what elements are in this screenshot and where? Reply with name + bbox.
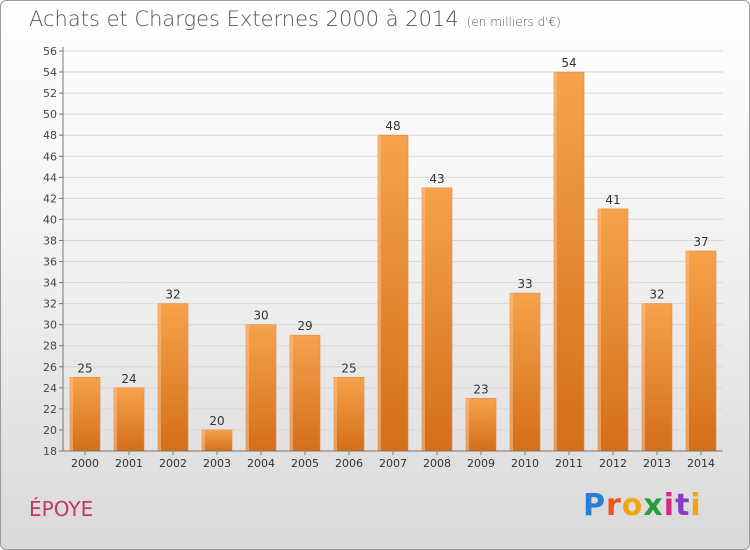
x-tick-label: 2004 bbox=[247, 457, 275, 470]
place-name: ÉPOYE bbox=[29, 497, 94, 521]
bar-highlight bbox=[114, 387, 117, 451]
logo-letter: o bbox=[621, 488, 644, 523]
bar-highlight bbox=[510, 293, 513, 451]
data-label: 29 bbox=[297, 319, 312, 333]
x-tick-label: 2007 bbox=[379, 457, 407, 470]
data-label: 54 bbox=[561, 56, 576, 70]
y-tick-label: 40 bbox=[43, 213, 57, 226]
bar-2011 bbox=[553, 71, 585, 452]
x-tick-label: 2006 bbox=[335, 457, 363, 470]
data-label: 32 bbox=[165, 288, 180, 302]
y-tick-label: 30 bbox=[43, 319, 57, 332]
bar-2014 bbox=[685, 250, 717, 452]
y-tick-label: 48 bbox=[43, 129, 57, 142]
y-tick-label: 56 bbox=[43, 45, 57, 58]
bar-highlight bbox=[686, 251, 689, 451]
x-tick-label: 2011 bbox=[555, 457, 583, 470]
x-tick-label: 2008 bbox=[423, 457, 451, 470]
y-tick-label: 22 bbox=[43, 403, 57, 416]
bar-2013 bbox=[641, 303, 673, 452]
x-tick-label: 2013 bbox=[643, 457, 671, 470]
bar-2009 bbox=[465, 398, 497, 452]
bar-2003 bbox=[201, 429, 233, 452]
bar-highlight bbox=[158, 303, 161, 451]
x-tick-label: 2005 bbox=[291, 457, 319, 470]
data-label: 48 bbox=[385, 119, 400, 133]
logo-letter: t bbox=[675, 488, 691, 523]
data-label: 20 bbox=[209, 414, 224, 428]
data-label: 25 bbox=[341, 361, 356, 375]
logo-letter: x bbox=[643, 488, 664, 523]
bar-2000 bbox=[69, 377, 101, 452]
y-tick-label: 46 bbox=[43, 150, 57, 163]
y-tick-label: 28 bbox=[43, 340, 57, 353]
logo-letter: i bbox=[690, 488, 702, 523]
bar-2008 bbox=[421, 187, 453, 452]
bar-highlight bbox=[290, 335, 293, 451]
proxiti-logo: Proxiti bbox=[583, 488, 702, 523]
data-label: 23 bbox=[473, 382, 488, 396]
bar-highlight bbox=[466, 398, 469, 451]
axes: 18 20 22 24 26 28 30 32 34 36 38 40 42 44 46 48 50 52 54 56… bbox=[43, 45, 723, 470]
bar-2012 bbox=[597, 208, 629, 452]
data-label: 43 bbox=[429, 172, 444, 186]
x-tick-label: 2000 bbox=[71, 457, 99, 470]
y-tick-label: 54 bbox=[43, 66, 57, 79]
chart-unit: (en milliers d'€) bbox=[466, 15, 561, 29]
bar-2004 bbox=[245, 324, 277, 452]
logo-letter: r bbox=[606, 488, 622, 523]
bar-highlight bbox=[642, 303, 645, 451]
y-tick-label: 18 bbox=[43, 445, 57, 458]
y-tick-label: 20 bbox=[43, 424, 57, 437]
x-tick-label: 2003 bbox=[203, 457, 231, 470]
y-tick-label: 38 bbox=[43, 234, 57, 247]
data-label: 32 bbox=[649, 288, 664, 302]
y-tick-label: 24 bbox=[43, 382, 57, 395]
bar-2010 bbox=[509, 292, 541, 452]
data-label: 41 bbox=[605, 193, 620, 207]
bar-highlight bbox=[598, 208, 601, 451]
bar-2001 bbox=[113, 387, 145, 452]
data-label: 25 bbox=[77, 361, 92, 375]
bar-2006 bbox=[333, 377, 365, 452]
bar-highlight bbox=[422, 187, 425, 451]
y-tick-label: 42 bbox=[43, 192, 57, 205]
y-tick-label: 44 bbox=[43, 171, 57, 184]
bar-highlight bbox=[70, 377, 73, 451]
bar-2002 bbox=[157, 303, 189, 452]
x-tick-label: 2012 bbox=[599, 457, 627, 470]
y-tick-label: 36 bbox=[43, 256, 57, 269]
y-tick-label: 50 bbox=[43, 108, 57, 121]
x-tick-label: 2009 bbox=[467, 457, 495, 470]
logo-letter: P bbox=[583, 488, 606, 523]
y-tick-label: 52 bbox=[43, 87, 57, 100]
chart-title-text: Achats et Charges Externes 2000 à 2014 bbox=[29, 7, 459, 31]
data-label: 30 bbox=[253, 309, 268, 323]
bar-highlight bbox=[554, 72, 557, 451]
data-label: 37 bbox=[693, 235, 708, 249]
y-tick-label: 26 bbox=[43, 361, 57, 374]
bar-highlight bbox=[334, 377, 337, 451]
bar-2007 bbox=[377, 134, 409, 452]
y-tick-label: 34 bbox=[43, 277, 57, 290]
bar-highlight bbox=[202, 429, 205, 451]
x-tick-label: 2014 bbox=[687, 457, 715, 470]
bar-highlight bbox=[246, 324, 249, 451]
y-tick-label: 32 bbox=[43, 298, 57, 311]
logo-letter: i bbox=[663, 488, 676, 523]
bar-highlight bbox=[378, 135, 381, 452]
data-label: 24 bbox=[121, 372, 136, 386]
bar-2005 bbox=[289, 334, 321, 452]
x-tick-label: 2001 bbox=[115, 457, 143, 470]
bars: 25 24 32 20 30 29 25 48 43 23 33 54 41 32 37 bbox=[69, 56, 717, 452]
chart-title: Achats et Charges Externes 2000 à 2014 (e… bbox=[29, 7, 561, 31]
x-tick-label: 2010 bbox=[511, 457, 539, 470]
data-label: 33 bbox=[517, 277, 532, 291]
x-tick-label: 2002 bbox=[159, 457, 187, 470]
